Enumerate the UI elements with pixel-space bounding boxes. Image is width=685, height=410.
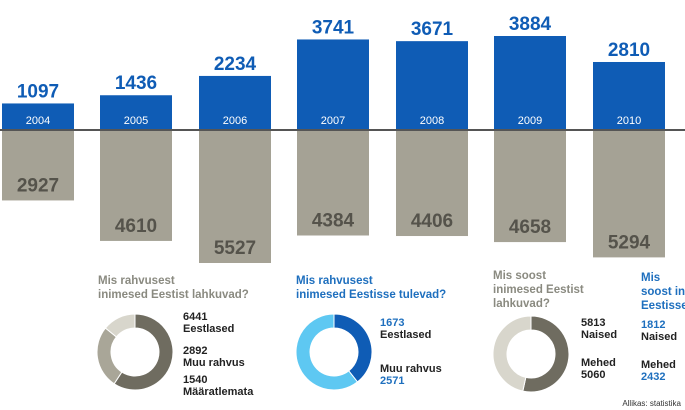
bar-emigration bbox=[2, 130, 74, 201]
immigration-value-label: 1436 bbox=[115, 73, 157, 94]
emigration-value-label: 5527 bbox=[214, 238, 256, 259]
emigration-value-label: 4658 bbox=[509, 217, 551, 238]
emigration-value-label: 4406 bbox=[411, 211, 453, 232]
donut-label: Mehed 2432 bbox=[641, 359, 676, 383]
bar-immigration bbox=[199, 75, 271, 130]
bar-emigration bbox=[396, 130, 468, 237]
immigration-value-label: 2810 bbox=[608, 40, 650, 61]
immigration-value-label: 3884 bbox=[509, 14, 552, 35]
bar-immigration bbox=[593, 61, 665, 130]
immigration-value-label: 3741 bbox=[312, 17, 355, 38]
donut-chart bbox=[492, 315, 570, 393]
donut-label: 1812 Naised bbox=[641, 319, 678, 343]
donut-title: Mis soost ini Eestisse bbox=[641, 272, 685, 312]
donut-title: Mis rahvusest inimesed Eestist lahkuvad? bbox=[98, 275, 249, 301]
donut-segment bbox=[295, 313, 359, 391]
donut-segment bbox=[96, 327, 123, 385]
bar-emigration bbox=[593, 130, 665, 258]
immigration-value-label: 2234 bbox=[214, 54, 257, 75]
donut-label: 1673 Eestlased bbox=[380, 317, 432, 341]
bar-emigration bbox=[199, 130, 271, 263]
bar-immigration bbox=[297, 39, 369, 131]
donut-segment bbox=[522, 315, 570, 393]
year-label: 2005 bbox=[124, 115, 148, 127]
donut-chart bbox=[295, 313, 373, 391]
bar-immigration bbox=[396, 41, 468, 130]
donut-label: Mehed 5060 bbox=[581, 357, 616, 381]
donut-label: 6441 Eestlased bbox=[183, 311, 235, 335]
donut-chart bbox=[96, 313, 174, 391]
bar-immigration bbox=[494, 36, 566, 130]
bar-emigration bbox=[494, 130, 566, 243]
year-label: 2006 bbox=[223, 115, 247, 127]
donut-title: Mis soost inimesed Eestist lahkuvad? bbox=[493, 270, 584, 310]
bar-emigration bbox=[100, 130, 172, 241]
emigration-value-label: 4384 bbox=[312, 210, 355, 231]
donut-segment bbox=[333, 313, 373, 383]
donut-label: Muu rahvus 2571 bbox=[380, 363, 442, 387]
donut-title: Mis rahvusest inimesed Eestisse tulevad? bbox=[296, 275, 447, 301]
bar-immigration bbox=[100, 95, 172, 130]
bar-immigration bbox=[2, 103, 74, 130]
emigration-value-label: 4610 bbox=[115, 216, 157, 237]
donut-segment bbox=[492, 315, 532, 392]
emigration-value-label: 5294 bbox=[608, 232, 651, 253]
year-label: 2010 bbox=[617, 115, 641, 127]
year-label: 2008 bbox=[420, 115, 444, 127]
donut-label: 2892 Muu rahvus bbox=[183, 345, 245, 369]
donut-segment bbox=[104, 313, 136, 338]
donut-label: 1540 Määratlemata bbox=[183, 374, 254, 398]
donut-segment bbox=[113, 313, 174, 391]
immigration-value-label: 1097 bbox=[17, 81, 59, 102]
year-label: 2007 bbox=[321, 115, 345, 127]
migration-bar-chart: 2004 1097 2927 2005 1436 4610 2006 2234 5527 2007… bbox=[0, 14, 685, 263]
source-note: Allikas: statistika bbox=[622, 399, 681, 408]
year-label: 2009 bbox=[518, 115, 542, 127]
bar-emigration bbox=[297, 130, 369, 236]
year-label: 2004 bbox=[26, 115, 50, 127]
immigration-value-label: 3671 bbox=[411, 19, 454, 40]
emigration-value-label: 2927 bbox=[17, 175, 59, 196]
donut-label: 5813 Naised bbox=[581, 317, 618, 341]
